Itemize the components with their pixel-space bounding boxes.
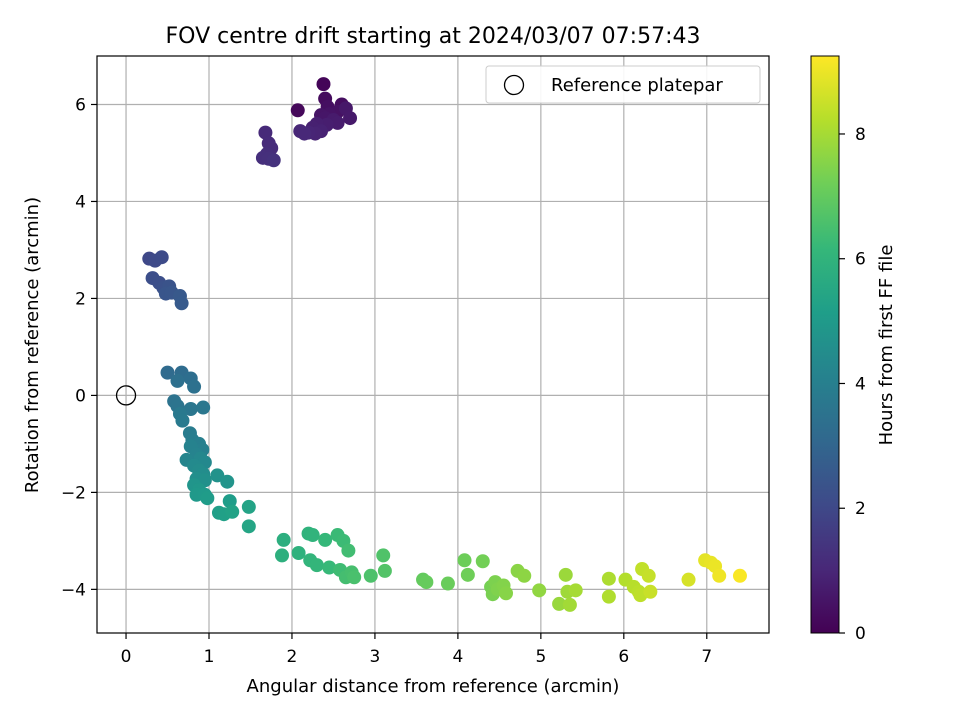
x-tick-label: 1	[204, 647, 215, 667]
data-point	[318, 532, 333, 547]
data-point	[266, 153, 281, 168]
data-point	[316, 77, 331, 92]
data-point	[196, 400, 211, 415]
colorbar-ticks: 0 2 4 6 8	[839, 125, 866, 644]
data-point	[568, 583, 583, 598]
plot-area	[97, 56, 769, 633]
y-tick-label: −2	[61, 483, 86, 503]
data-point	[562, 597, 577, 612]
data-point	[601, 589, 616, 604]
data-points	[142, 77, 747, 612]
y-tick-label: −4	[61, 580, 86, 600]
y-axis-label: Rotation from reference (arcmin)	[22, 197, 43, 493]
y-tick-label: 2	[75, 289, 86, 309]
legend: Reference platepar	[485, 65, 761, 104]
legend-open-circle-marker	[503, 74, 525, 96]
data-point	[330, 115, 345, 130]
data-point	[322, 560, 337, 575]
data-point	[297, 126, 312, 141]
data-point	[210, 468, 225, 483]
data-point	[220, 474, 235, 489]
colorbar-tick-label: 2	[855, 499, 866, 519]
data-point	[241, 519, 256, 534]
data-point	[376, 548, 391, 563]
data-point	[532, 583, 547, 598]
x-tick-label: 3	[370, 647, 381, 667]
colorbar-tick-label: 8	[855, 125, 866, 145]
x-axis-ticks: 0 1 2 3 4 5 6 7	[121, 633, 712, 667]
data-point	[305, 528, 320, 543]
x-tick-label: 6	[618, 647, 629, 667]
data-point	[457, 553, 472, 568]
data-point	[187, 379, 202, 394]
y-tick-label: 4	[75, 192, 86, 212]
x-tick-label: 5	[535, 647, 546, 667]
data-point	[499, 586, 514, 601]
x-axis-label: Angular distance from reference (arcmin)	[247, 676, 620, 697]
data-point	[276, 532, 291, 547]
data-point	[258, 125, 273, 140]
data-point	[347, 570, 362, 585]
data-point	[275, 548, 290, 563]
data-point	[377, 563, 392, 578]
legend-label: Reference platepar	[551, 75, 723, 96]
data-point	[291, 545, 306, 560]
x-tick-label: 4	[452, 647, 463, 667]
data-point	[475, 554, 490, 569]
x-tick-label: 2	[287, 647, 298, 667]
data-point	[174, 296, 189, 311]
data-point	[154, 250, 169, 265]
colorbar-tick-label: 6	[855, 250, 866, 270]
data-point	[343, 111, 358, 126]
reference-platepar-marker	[115, 385, 137, 406]
y-tick-label: 6	[75, 95, 86, 115]
data-point	[601, 571, 616, 586]
x-tick-label: 7	[701, 647, 712, 667]
data-point	[175, 413, 190, 428]
data-point	[643, 584, 658, 599]
data-point	[681, 572, 696, 587]
colorbar: 0 2 4 6 8 Hours from first FF file	[810, 55, 897, 644]
data-point	[363, 568, 378, 583]
data-point	[341, 543, 356, 558]
data-point	[517, 568, 532, 583]
colorbar-tick-label: 0	[855, 624, 866, 644]
colorbar-label: Hours from first FF file	[876, 245, 897, 446]
data-point	[183, 401, 198, 416]
data-point	[290, 103, 305, 118]
chart-title: FOV centre drift starting at 2024/03/07 …	[166, 24, 701, 49]
grid-lines	[97, 56, 769, 633]
data-point	[200, 491, 215, 506]
legend-box	[485, 65, 761, 104]
data-point	[160, 365, 175, 380]
colorbar-gradient	[810, 55, 840, 634]
y-axis-ticks: −4 −2 0 2 4 6	[61, 95, 97, 600]
data-point	[170, 373, 185, 388]
data-point	[241, 499, 256, 514]
data-point	[552, 596, 567, 611]
data-point	[309, 558, 324, 573]
data-point	[558, 567, 573, 582]
data-point	[712, 568, 727, 583]
data-point	[460, 567, 475, 582]
data-point	[732, 568, 747, 583]
x-tick-label: 0	[121, 647, 132, 667]
data-point	[225, 504, 240, 519]
y-tick-label: 0	[75, 386, 86, 406]
plot-frame	[96, 55, 770, 634]
data-point	[641, 568, 656, 583]
data-point	[440, 576, 455, 591]
colorbar-tick-label: 4	[855, 374, 866, 394]
data-point	[222, 494, 237, 509]
data-point	[419, 575, 434, 590]
